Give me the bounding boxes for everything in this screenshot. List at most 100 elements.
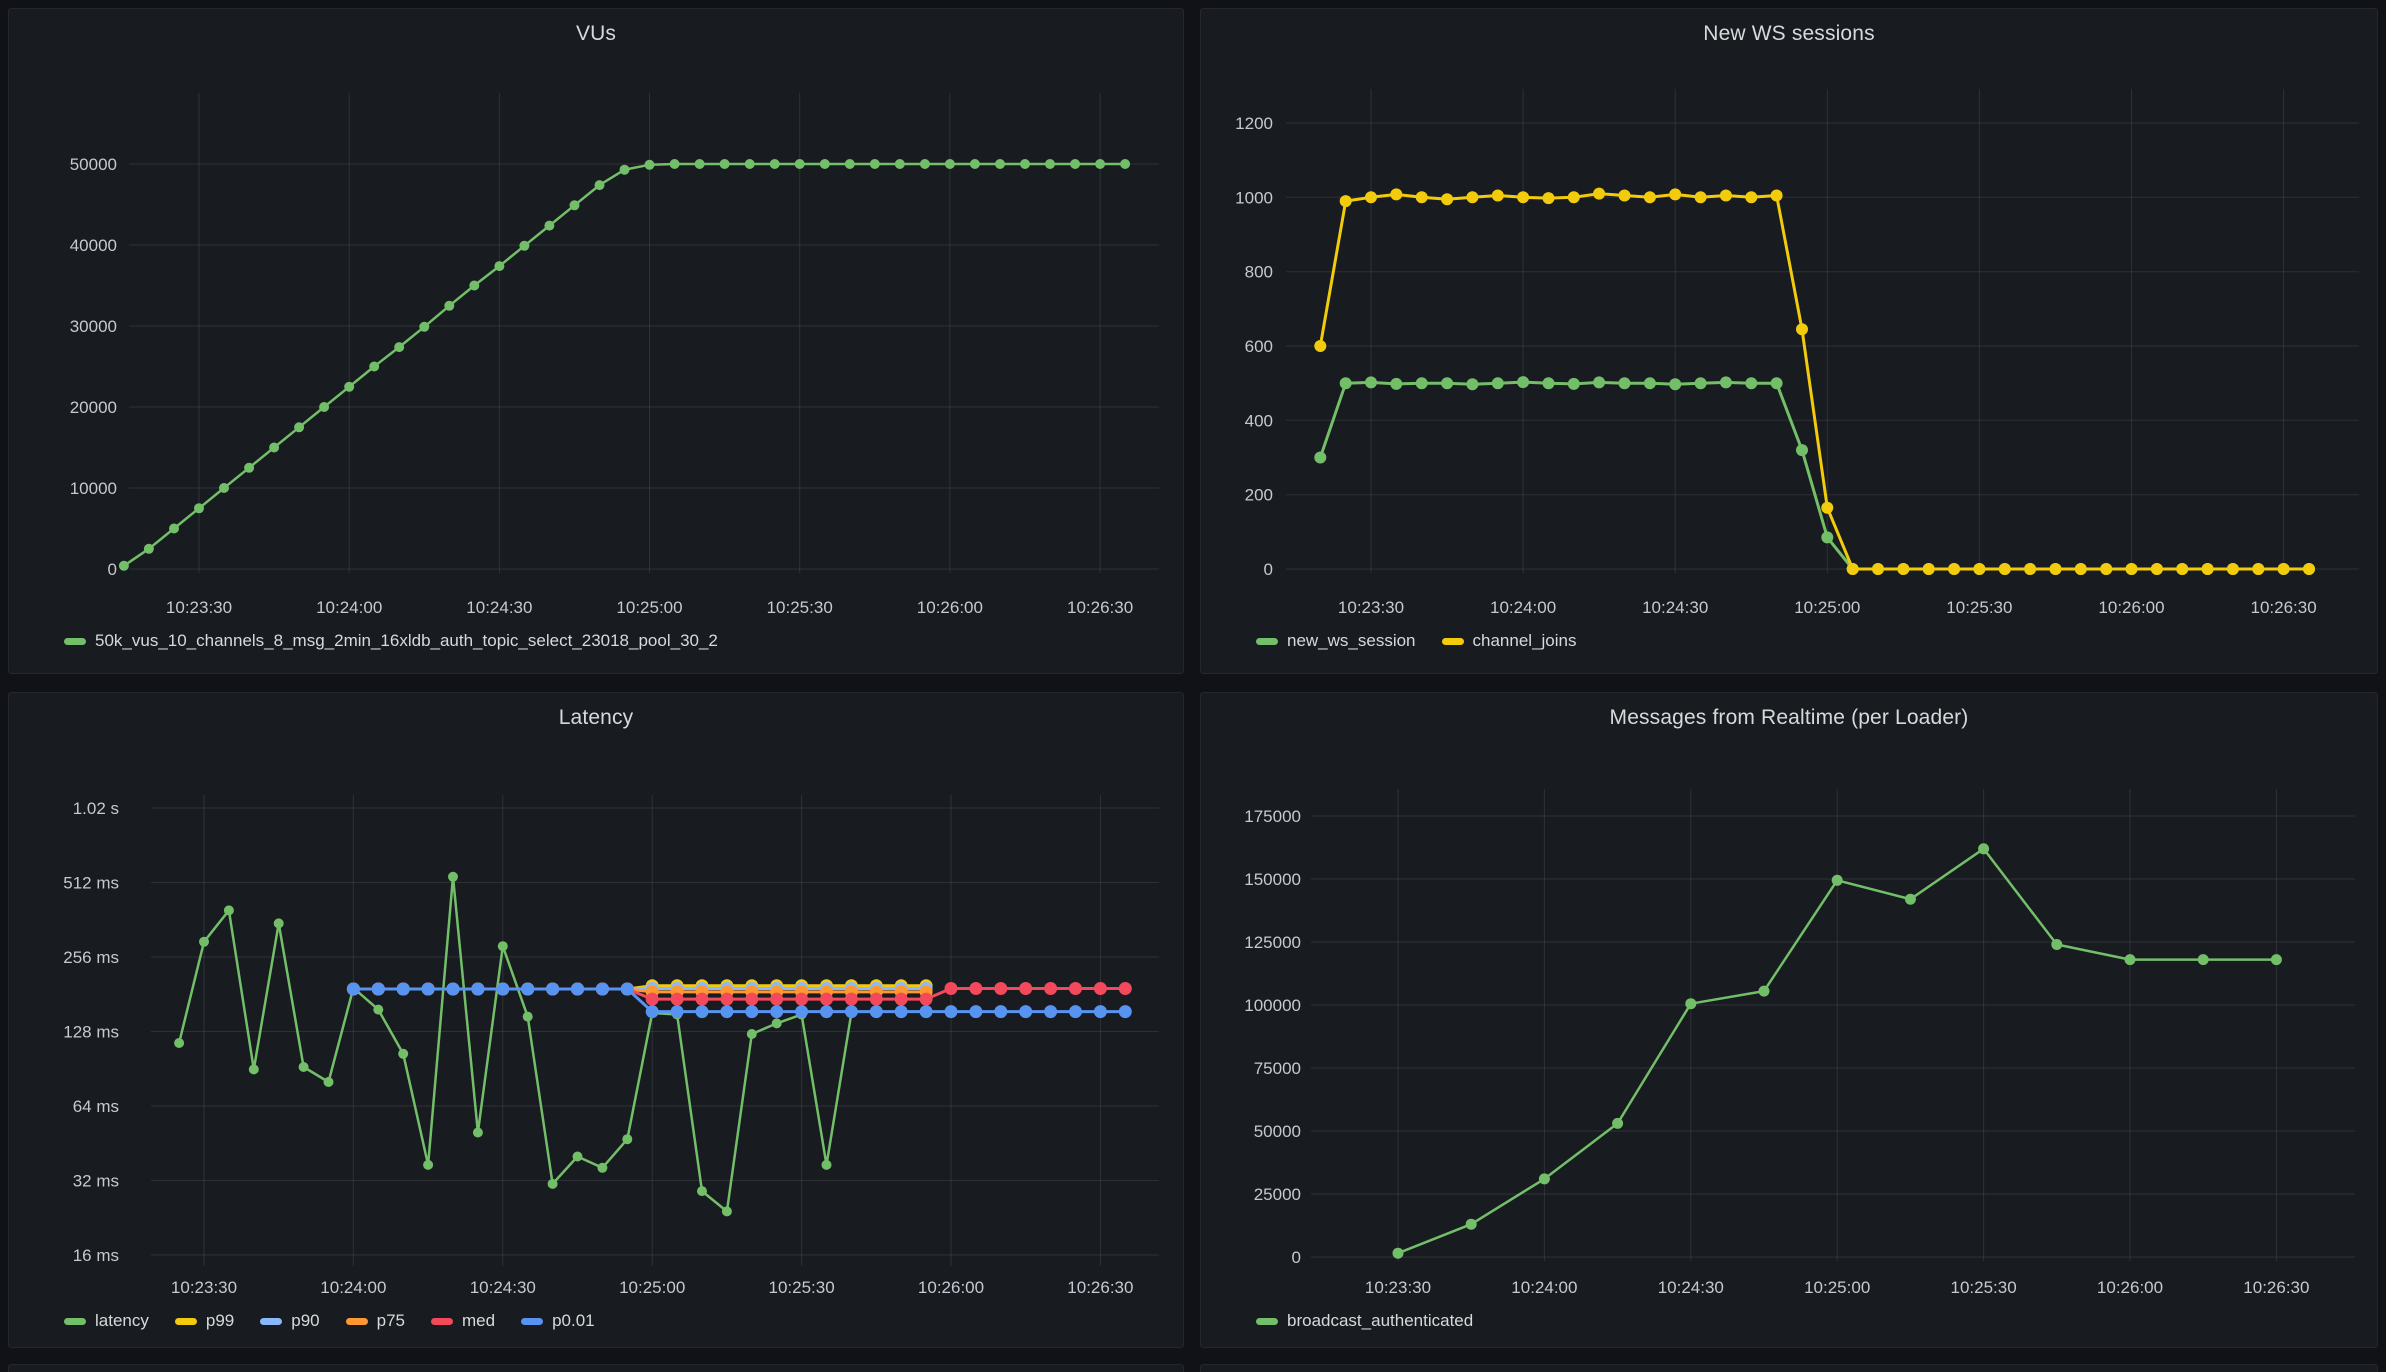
data-point[interactable] — [2252, 563, 2265, 575]
data-point[interactable] — [294, 422, 305, 433]
data-point[interactable] — [669, 159, 680, 169]
data-point[interactable] — [1044, 1005, 1058, 1019]
data-point[interactable] — [821, 1159, 832, 1170]
data-point[interactable] — [1643, 377, 1656, 390]
data-point[interactable] — [1998, 563, 2011, 575]
data-point[interactable] — [770, 1005, 784, 1019]
data-point[interactable] — [695, 1005, 709, 1019]
data-point[interactable] — [1567, 191, 1580, 204]
data-point[interactable] — [620, 982, 634, 996]
data-point[interactable] — [994, 982, 1008, 995]
data-point[interactable] — [2270, 954, 2282, 966]
data-point[interactable] — [670, 1005, 684, 1019]
data-point[interactable] — [2124, 954, 2136, 966]
legend-item-p90[interactable]: p90 — [260, 1311, 320, 1331]
series-broadcast_authenticated[interactable] — [1392, 843, 2282, 1259]
data-point[interactable] — [1120, 159, 1131, 169]
chart-vus[interactable]: 0 10000 20000 30000 40000 50000 10:23:30 10:24:… — [9, 9, 1184, 674]
data-point[interactable] — [1517, 376, 1530, 389]
data-point[interactable] — [169, 523, 179, 534]
data-point[interactable] — [645, 992, 659, 1006]
data-point[interactable] — [795, 1005, 809, 1019]
data-point[interactable] — [1567, 377, 1580, 390]
data-point[interactable] — [569, 200, 580, 211]
data-point[interactable] — [1922, 563, 1935, 575]
data-point[interactable] — [1694, 191, 1707, 204]
data-point[interactable] — [1365, 376, 1377, 389]
data-point[interactable] — [1685, 998, 1697, 1010]
data-point[interactable] — [1745, 191, 1758, 204]
data-point[interactable] — [969, 159, 980, 169]
data-point[interactable] — [419, 321, 430, 332]
data-point[interactable] — [194, 503, 204, 514]
series-new_ws_session[interactable] — [1314, 376, 2315, 575]
data-point[interactable] — [219, 483, 229, 493]
data-point[interactable] — [746, 1029, 757, 1039]
data-point[interactable] — [1758, 985, 1770, 997]
data-point[interactable] — [1821, 501, 1834, 514]
data-point[interactable] — [1491, 189, 1504, 202]
legend-item-p99[interactable]: p99 — [174, 1311, 234, 1331]
data-point[interactable] — [494, 261, 505, 272]
data-point[interactable] — [1542, 192, 1555, 205]
data-point[interactable] — [1339, 377, 1352, 390]
data-point[interactable] — [1796, 323, 1808, 336]
data-point[interactable] — [2150, 563, 2163, 575]
legend-item-med[interactable]: med — [431, 1311, 495, 1331]
data-point[interactable] — [174, 1038, 185, 1048]
data-point[interactable] — [595, 982, 609, 996]
data-point[interactable] — [323, 1077, 334, 1087]
data-point[interactable] — [1973, 563, 1986, 575]
data-point[interactable] — [1118, 982, 1132, 995]
data-point[interactable] — [1415, 191, 1428, 204]
data-point[interactable] — [820, 992, 833, 1006]
data-point[interactable] — [269, 442, 280, 453]
data-point[interactable] — [869, 159, 880, 169]
data-point[interactable] — [2049, 563, 2062, 575]
data-point[interactable] — [373, 1004, 384, 1015]
data-point[interactable] — [1365, 191, 1377, 204]
data-point[interactable] — [1517, 191, 1530, 204]
data-point[interactable] — [1538, 1173, 1550, 1185]
data-point[interactable] — [1643, 191, 1656, 204]
data-point[interactable] — [1020, 159, 1030, 169]
data-point[interactable] — [1314, 340, 1327, 352]
data-point[interactable] — [444, 300, 455, 311]
data-point[interactable] — [869, 992, 883, 1006]
legend-item-p75[interactable]: p75 — [345, 1311, 405, 1331]
data-point[interactable] — [2100, 563, 2113, 575]
data-point[interactable] — [396, 982, 410, 996]
data-point[interactable] — [572, 1151, 583, 1162]
data-point[interactable] — [1314, 451, 1327, 464]
data-point[interactable] — [1019, 982, 1033, 995]
data-point[interactable] — [1618, 189, 1631, 202]
data-point[interactable] — [423, 1159, 434, 1170]
data-point[interactable] — [2277, 563, 2290, 575]
data-point[interactable] — [1093, 1005, 1107, 1019]
data-point[interactable] — [1339, 195, 1352, 208]
data-point[interactable] — [1770, 377, 1783, 390]
data-point[interactable] — [421, 982, 435, 996]
data-point[interactable] — [1392, 1247, 1404, 1259]
data-point[interactable] — [544, 220, 555, 231]
data-point[interactable] — [1466, 378, 1479, 391]
data-point[interactable] — [995, 159, 1005, 169]
data-point[interactable] — [745, 992, 759, 1006]
data-point[interactable] — [496, 982, 510, 996]
data-point[interactable] — [994, 1005, 1008, 1019]
data-point[interactable] — [795, 992, 809, 1006]
data-point[interactable] — [1978, 843, 1990, 855]
data-point[interactable] — [894, 159, 905, 169]
data-point[interactable] — [944, 159, 955, 169]
data-point[interactable] — [694, 159, 705, 169]
data-point[interactable] — [497, 941, 508, 952]
data-point[interactable] — [2197, 954, 2209, 966]
data-point[interactable] — [244, 462, 255, 473]
data-point[interactable] — [894, 1005, 908, 1019]
data-point[interactable] — [645, 1005, 659, 1019]
panel-title-latency[interactable]: Latency — [558, 706, 634, 729]
data-point[interactable] — [199, 936, 209, 947]
data-point[interactable] — [919, 1005, 933, 1019]
data-point[interactable] — [1093, 982, 1107, 995]
